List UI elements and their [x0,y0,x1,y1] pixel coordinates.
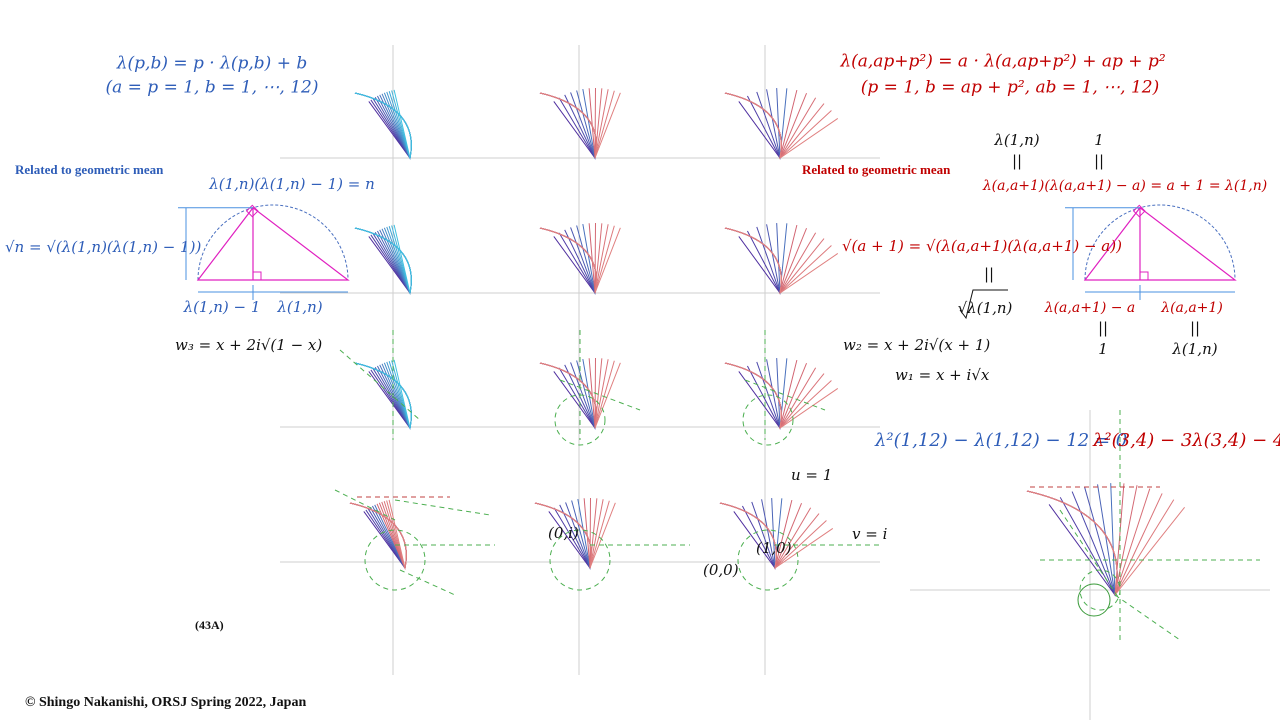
guide [549,529,611,591]
curve [539,362,621,429]
guide [737,529,799,591]
label: λ(a,a+1) − a [1044,300,1136,316]
label: 1 [1098,340,1108,358]
curve [354,89,412,159]
curve [1026,490,1163,596]
formula-range: (a = p = 1, b = 1, ⋯, 12) [105,78,318,98]
curve [724,227,817,294]
formula: λ(p,b) = p · λ(p,b) + b [116,54,308,74]
point-label: (0,0) [703,561,739,579]
equation: λ²(3,4) − 3λ(3,4) − 4 = 0 [1092,430,1280,451]
map: w₁ = x + i√x [895,366,990,384]
map: w₂ = x + 2i√(x + 1) [843,336,990,354]
label: || [1012,152,1022,170]
curve [539,225,615,294]
guide [394,499,491,516]
equation: λ²(1,12) − λ(1,12) − 12 = 0 [874,430,1127,451]
label: λ(1,n) − 1 [183,298,261,316]
guide [1059,509,1121,601]
curve [539,360,615,429]
circle [1077,583,1111,617]
figure-id: (43A) [195,618,224,632]
point-label: (1,0) [756,539,792,557]
label: 1 [1094,131,1104,149]
label: λ(1,n) [1171,340,1217,358]
guide [334,489,396,521]
triangle [1083,206,1237,281]
formula: λ(1,n)(λ(1,n) − 1) = n [208,175,374,193]
guide [554,394,606,446]
curve [1026,483,1118,596]
decor [178,45,1270,720]
label: || [1098,319,1108,337]
guide [339,349,421,421]
curve [539,90,615,159]
arc [197,204,349,281]
label: λ(1,n) [993,131,1039,149]
formula: λ(a,a+1)(λ(a,a+1) − a) = a + 1 = λ(1,n) [982,178,1267,194]
guide [744,379,826,411]
label: || [1190,319,1200,337]
curve [539,92,621,159]
guide [399,569,456,596]
map: w₃ = x + 2i√(1 − x) [175,336,322,354]
formula: √(a + 1) = √(λ(a,a+1)(λ(a,a+1) − a)) [842,237,1122,255]
guide [1114,594,1181,641]
heading: Related to geometric mean [15,162,164,177]
triangle [196,206,350,281]
curve [724,92,817,159]
formula: √n = √(λ(1,n)(λ(1,n) − 1)) [5,238,201,256]
curve [724,362,839,430]
footer: © Shingo Nakanishi, ORSJ Spring 2022, Ja… [25,695,306,710]
curve [724,227,839,295]
right-angle [1139,271,1149,281]
curve [354,224,412,294]
curve [719,502,834,570]
curve [1026,490,1186,596]
axis-label: u = 1 [791,466,832,484]
right-angle [252,271,262,281]
radical [959,289,1008,320]
label: √λ(1,n) [958,299,1013,317]
heading: Related to geometric mean [802,162,951,177]
curve [724,92,839,160]
curve [1026,488,1151,596]
label: || [1094,152,1104,170]
label: λ(a,a+1) [1160,300,1223,316]
formula-range: (p = 1, b = ap + p², ab = 1, ⋯, 12) [861,78,1159,98]
point-label: (0,i) [548,524,579,542]
guide [1079,569,1121,611]
axis-label: v = i [852,525,888,543]
guide [742,394,794,446]
arc [1084,204,1236,281]
curve [354,359,412,429]
curve [1026,484,1118,596]
curve [539,227,621,294]
formula: λ(a,ap+p²) = a · λ(a,ap+p²) + ap + p² [839,52,1165,72]
guide [364,529,426,591]
label: λ(1,n) [276,298,322,316]
label: || [984,265,994,283]
guide [559,379,641,411]
